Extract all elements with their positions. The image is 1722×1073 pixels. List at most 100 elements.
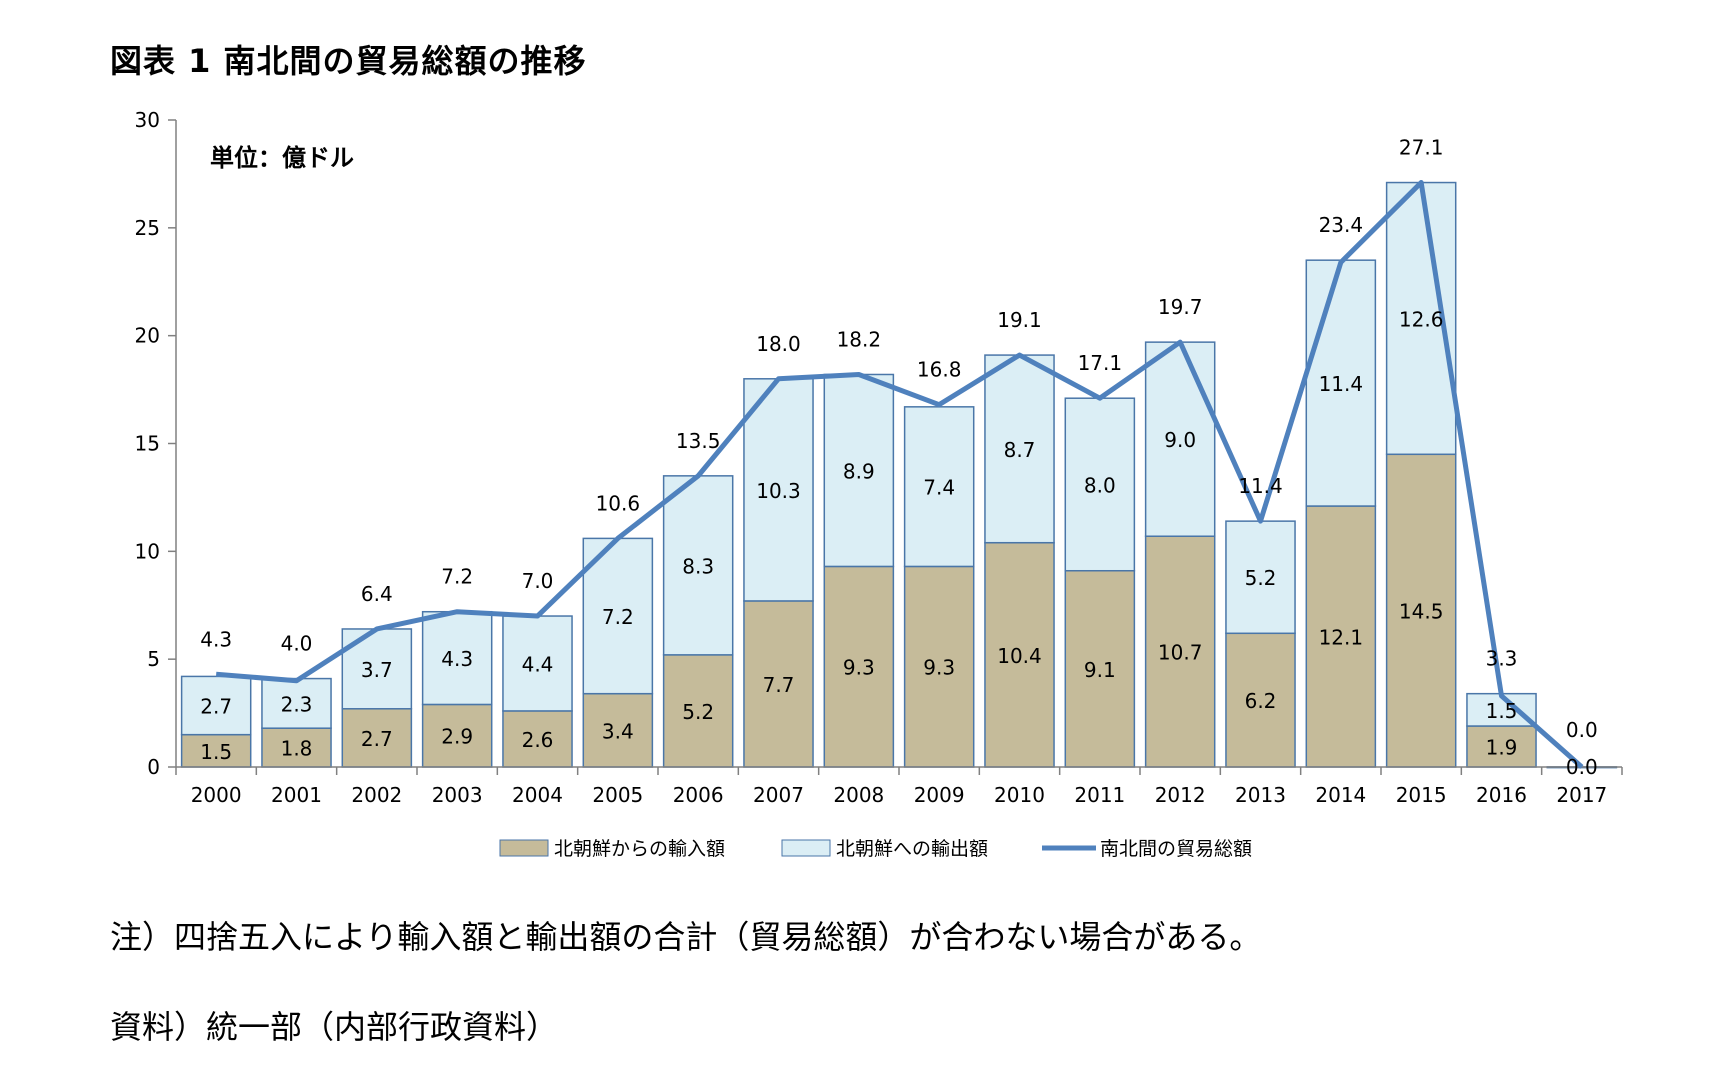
import-value-label: 6.2 <box>1245 689 1277 713</box>
x-tick-label: 2017 <box>1556 783 1607 807</box>
total-value-label: 19.7 <box>1158 295 1203 319</box>
note-source: 資料）統一部（内部行政資料） <box>110 1008 559 1046</box>
x-tick-label: 2011 <box>1074 783 1125 807</box>
export-value-label: 1.5 <box>1486 699 1518 723</box>
export-bar <box>502 615 573 712</box>
x-tick-label: 2005 <box>592 783 643 807</box>
import-bar <box>1385 453 1457 768</box>
x-tick-label: 2012 <box>1155 783 1206 807</box>
total-value-label: 17.1 <box>1078 351 1123 375</box>
export-value-label: 5.2 <box>1245 566 1277 590</box>
total-line-group <box>215 180 1584 769</box>
import-value-label: 14.5 <box>1399 600 1444 624</box>
total-value-label: 19.1 <box>997 308 1042 332</box>
import-value-label: 10.7 <box>1158 641 1203 665</box>
import-value-label: 5.2 <box>682 700 714 724</box>
import-bar <box>984 541 1055 768</box>
import-value-label: 10.4 <box>997 644 1042 668</box>
note-rounding: 注）四捨五入により輸入額と輸出額の合計（貿易総額）が合わない場合がある。 <box>110 918 1262 956</box>
x-axis: 2000 2001 2002 2003 2004 2005 2006 2007 2008 2009… <box>175 766 1623 807</box>
y-tick-label: 0 <box>147 755 160 779</box>
total-value-label: 16.8 <box>917 358 962 382</box>
legend: 北朝鮮からの輸入額 北朝鮮への輸出額 南北間の貿易総額 <box>499 838 1252 860</box>
export-value-label: 8.3 <box>682 554 714 578</box>
export-value-label: 9.0 <box>1164 428 1196 452</box>
x-tick-label: 2015 <box>1396 783 1447 807</box>
y-tick-label: 20 <box>135 324 160 348</box>
total-value-label: 11.4 <box>1238 474 1283 498</box>
export-bar <box>1064 397 1136 572</box>
export-bar <box>261 677 332 729</box>
export-bar <box>743 378 814 602</box>
total-value-label: 4.0 <box>281 632 313 656</box>
export-value-label: 12.6 <box>1399 307 1444 331</box>
total-value-label: 10.6 <box>596 491 641 515</box>
total-value-label: 7.2 <box>441 565 473 589</box>
x-tick-label: 2000 <box>191 783 242 807</box>
total-value-label: 18.0 <box>756 332 801 356</box>
export-bar <box>823 373 895 568</box>
export-value-label: 8.7 <box>1004 438 1036 462</box>
import-bar <box>903 565 975 768</box>
import-bar <box>1064 569 1136 768</box>
export-bar <box>903 406 975 568</box>
export-value-label: 11.4 <box>1319 372 1364 396</box>
import-bar <box>180 733 252 768</box>
x-tick-label: 2007 <box>753 783 804 807</box>
import-bar <box>1305 505 1377 768</box>
import-value-label: 2.6 <box>522 728 554 752</box>
y-tick-label: 30 <box>135 108 160 132</box>
y-axis: 0 5 10 15 20 25 30 <box>135 108 177 779</box>
export-value-label: 7.4 <box>923 476 955 500</box>
export-bar <box>582 537 654 695</box>
import-value-label: 9.3 <box>923 656 955 680</box>
x-tick-label: 2008 <box>833 783 884 807</box>
import-value-label: 1.9 <box>1486 736 1518 760</box>
figure-title: 図表 1 南北間の貿易総額の推移 <box>110 42 587 80</box>
export-bar <box>180 675 252 736</box>
export-value-label: 2.3 <box>281 692 313 716</box>
total-value-label: 3.3 <box>1486 647 1518 671</box>
import-value-label: 2.7 <box>361 727 393 751</box>
legend-swatch-import <box>499 839 549 857</box>
import-value-label: 0.0 <box>1566 755 1598 779</box>
x-tick-label: 2002 <box>351 783 402 807</box>
unit-label: 単位：億ドル <box>210 144 354 172</box>
export-bar <box>984 354 1055 544</box>
total-value-label: 4.3 <box>200 627 232 651</box>
export-value-label: 3.7 <box>361 658 393 682</box>
export-value-label: 4.3 <box>441 647 473 671</box>
legend-label-total: 南北間の貿易総額 <box>1100 838 1252 860</box>
export-value-label: 7.2 <box>602 605 634 629</box>
x-tick-label: 2010 <box>994 783 1045 807</box>
legend-label-import: 北朝鮮からの輸入額 <box>554 838 725 860</box>
import-bar <box>341 708 413 768</box>
x-tick-label: 2004 <box>512 783 563 807</box>
import-bar <box>743 600 814 768</box>
total-value-label: 0.0 <box>1566 718 1598 742</box>
total-value-label: 7.0 <box>522 569 554 593</box>
import-bar <box>261 727 332 768</box>
import-bar <box>1225 632 1296 768</box>
x-tick-label: 2006 <box>673 783 724 807</box>
import-value-label: 3.4 <box>602 719 634 743</box>
import-value-label: 12.1 <box>1319 626 1364 650</box>
export-value-label: 4.4 <box>522 652 554 676</box>
total-value-label: 13.5 <box>676 429 721 453</box>
export-bar <box>1225 520 1296 635</box>
import-value-label: 9.3 <box>843 656 875 680</box>
y-tick-label: 10 <box>135 539 160 563</box>
export-value-label: 10.3 <box>756 479 801 503</box>
export-value-label: 8.9 <box>843 459 875 483</box>
bars <box>180 181 1618 769</box>
x-tick-label: 2014 <box>1315 783 1366 807</box>
x-tick-label: 2013 <box>1235 783 1286 807</box>
y-tick-label: 5 <box>147 647 160 671</box>
legend-swatch-export <box>781 839 831 857</box>
y-tick-label: 15 <box>135 432 160 456</box>
export-value-label: 8.0 <box>1084 473 1116 497</box>
import-value-label: 1.8 <box>281 737 313 761</box>
total-value-label: 27.1 <box>1399 136 1444 160</box>
total-line <box>215 180 1584 769</box>
